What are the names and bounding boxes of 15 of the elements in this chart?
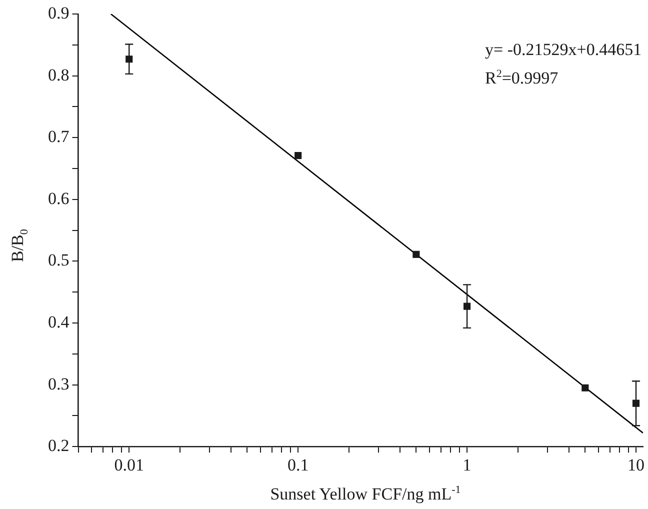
annotation: y= -0.21529x+0.44651 xyxy=(485,40,642,60)
y-tick-label: 0.4 xyxy=(48,312,70,332)
x-tick-label: 0.01 xyxy=(114,455,144,474)
y-tick-label: 0.3 xyxy=(48,374,70,394)
x-tick-label: 10 xyxy=(628,455,645,474)
y-tick-label: 0.7 xyxy=(48,127,70,146)
x-tick-label: 0.1 xyxy=(287,455,309,474)
x-tick-label: 1 xyxy=(462,455,472,474)
x-axis-title: Sunset Yellow FCF/ng mL$^{-1}$ xyxy=(269,484,462,505)
y-tick-label: 0.8 xyxy=(48,65,70,84)
y-tick-label: 0.5 xyxy=(48,250,70,270)
y-tick-label: 0.9 xyxy=(48,3,70,22)
annotation: R$^{2}$=0.9997 xyxy=(485,68,560,89)
y-tick-label: 0.2 xyxy=(48,436,70,456)
y-tick-label: 0.6 xyxy=(48,188,70,208)
